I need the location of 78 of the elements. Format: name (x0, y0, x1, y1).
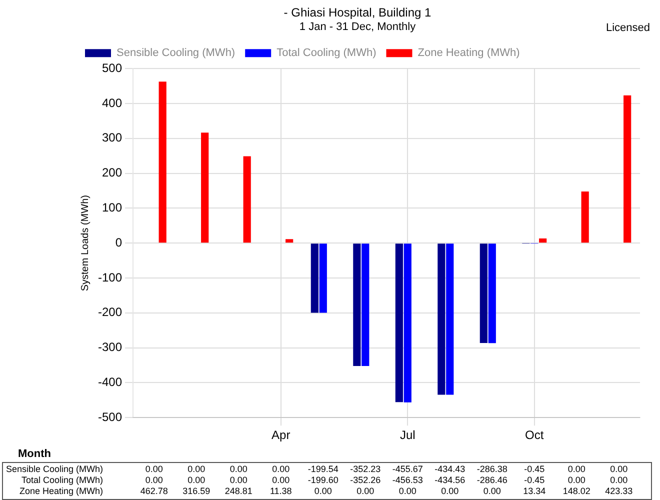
bar (438, 244, 446, 395)
chart-subtitle: 1 Jan - 31 Dec, Monthly (299, 21, 416, 34)
data-label: 0.00 (186, 475, 206, 485)
data-label: 0.00 (609, 475, 629, 485)
data-label: 462.78 (139, 486, 169, 496)
bar (319, 244, 327, 313)
data-label: 0.00 (356, 486, 376, 496)
y-tick-label: 200 (102, 166, 122, 180)
legend-label: Zone Heating (MWh) (418, 47, 520, 60)
data-label: 13.34 (522, 486, 547, 496)
data-label: 0.00 (144, 475, 164, 485)
bar (488, 244, 496, 344)
legend-label: Sensible Cooling (MWh) (116, 47, 236, 60)
data-label: 0.00 (398, 486, 418, 496)
data-label: 0.00 (482, 486, 502, 496)
bar (404, 244, 412, 402)
data-label: -199.60 (306, 475, 340, 485)
y-tick-label: 0 (115, 235, 122, 250)
bar (480, 244, 488, 344)
bar (353, 244, 361, 366)
text: Total Cooling (MWh) (22, 475, 104, 485)
x-axis-title: Month (18, 448, 51, 460)
y-tick-label: -100 (98, 270, 122, 284)
data-label: -456.53 (391, 475, 424, 485)
data-label: 0.00 (313, 486, 333, 496)
y-tick-label: -400 (98, 375, 122, 390)
bar (395, 244, 403, 402)
data-label: -352.23 (349, 464, 382, 474)
data-label: 0.00 (271, 475, 291, 485)
x-tick-label: Jul (400, 428, 416, 442)
data-label: 11.38 (268, 486, 293, 496)
data-label: 423.33 (604, 486, 634, 496)
data-label: 0.00 (440, 486, 460, 496)
data-label: 0.00 (566, 464, 586, 474)
data-label: -0.45 (523, 464, 546, 474)
bar (446, 244, 454, 395)
y-tick-label: -300 (98, 340, 122, 354)
data-label: -0.45 (523, 475, 546, 485)
bar (310, 244, 318, 313)
bar (581, 191, 589, 243)
data-label: -286.46 (476, 475, 508, 485)
x-tick-label: Apr (272, 428, 290, 442)
x-tick-label: Oct (525, 428, 544, 442)
data-label: -455.67 (391, 464, 424, 474)
data-label: 0.00 (609, 464, 629, 474)
data-label: -199.54 (306, 464, 340, 474)
bar (624, 95, 632, 243)
data-label: 0.00 (566, 475, 586, 485)
bar (539, 238, 547, 243)
bar (362, 244, 370, 366)
data-label: 0.00 (271, 464, 291, 474)
bar (243, 156, 251, 243)
data-label: 316.59 (182, 486, 212, 496)
y-tick-label: 300 (102, 130, 122, 145)
bar (286, 239, 294, 243)
text: Licensed (606, 22, 650, 34)
data-label: -352.26 (349, 475, 382, 485)
data-label: -286.38 (476, 464, 508, 474)
text: Sensible Cooling (MWh) (6, 464, 104, 474)
text: Zone Heating (MWh) (20, 486, 104, 496)
data-label: -434.43 (434, 464, 466, 474)
y-tick-label: -500 (98, 410, 122, 424)
bar (158, 82, 166, 243)
data-label: 0.00 (228, 475, 248, 485)
data-label: 0.00 (186, 464, 206, 474)
chart-title: - Ghiasi Hospital, Building 1 (284, 6, 432, 20)
y-tick-label: 400 (102, 96, 122, 110)
data-label: 0.00 (228, 464, 248, 474)
y-tick-label: 100 (102, 200, 122, 215)
y-tick-label: -200 (98, 305, 122, 320)
bar (201, 132, 209, 243)
y-tick-label: 500 (102, 60, 122, 75)
data-label: -434.56 (434, 475, 466, 485)
data-label: 248.81 (224, 486, 254, 496)
y-axis-title: System Loads (MWh) (80, 195, 91, 292)
data-label: 148.02 (562, 486, 592, 496)
data-label: 0.00 (144, 464, 164, 474)
legend-label: Total Cooling (MWh) (276, 47, 376, 60)
